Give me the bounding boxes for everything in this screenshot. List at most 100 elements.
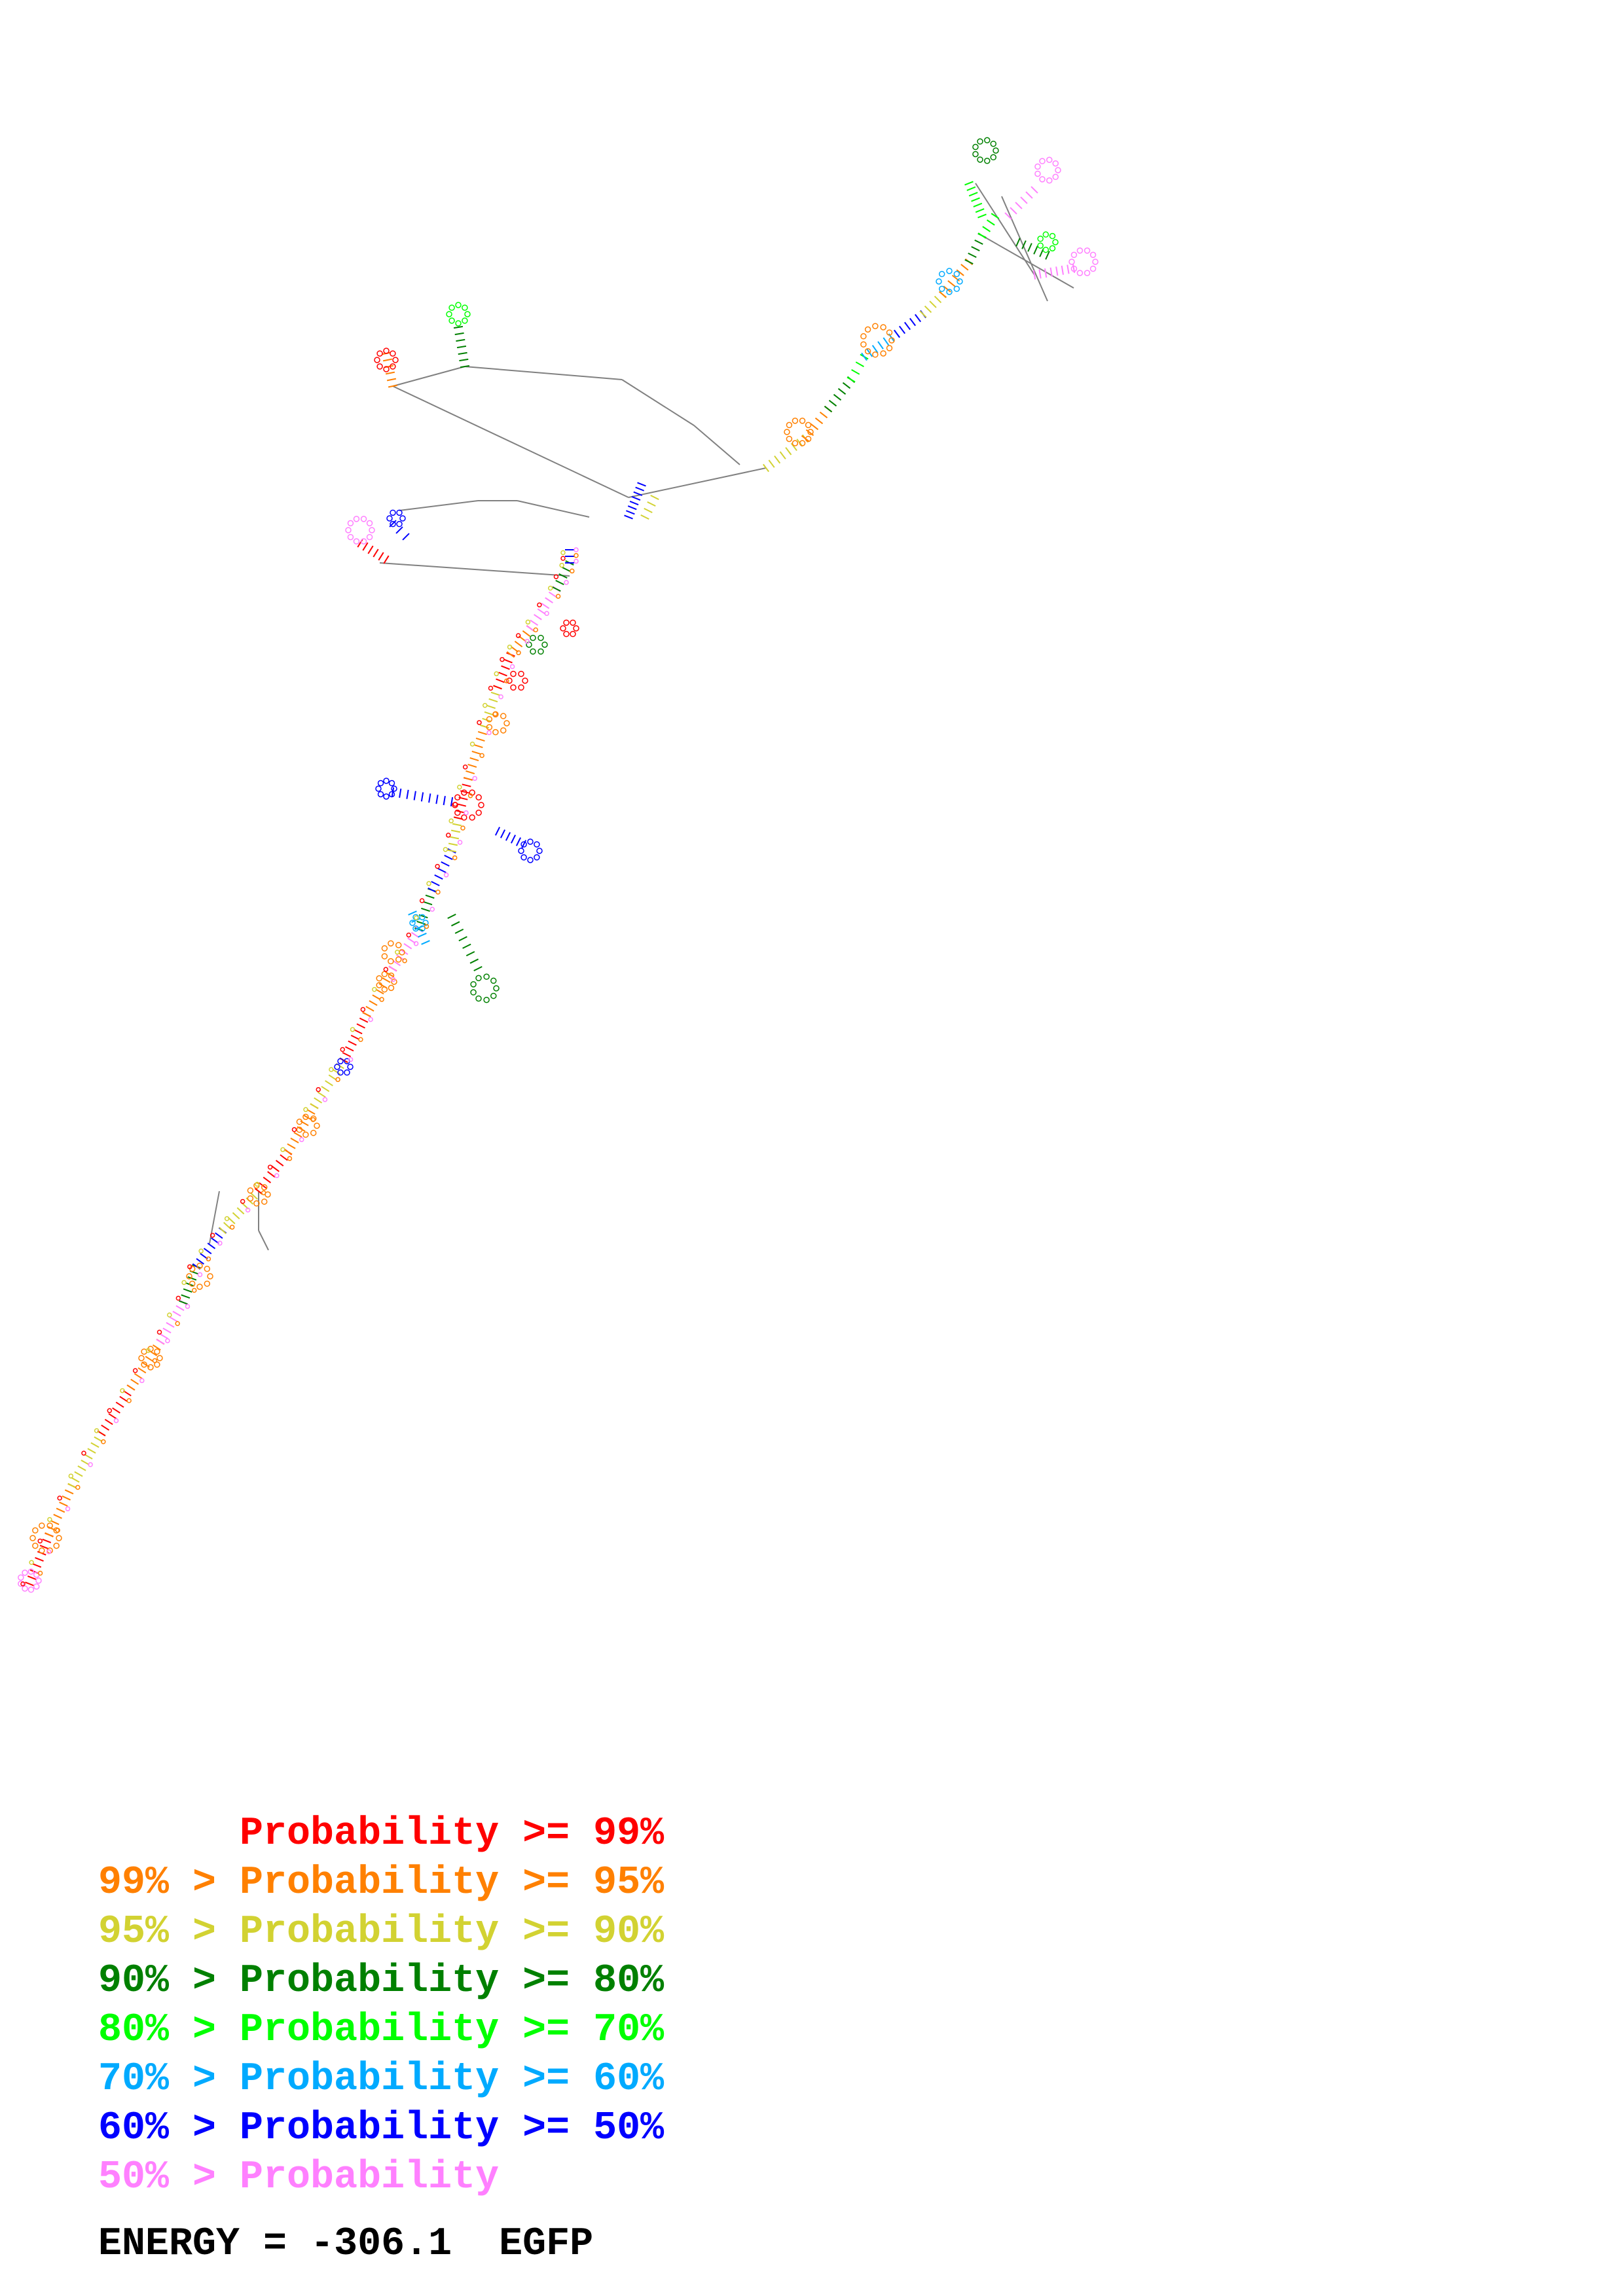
hairpin-loop	[518, 838, 543, 863]
nucleotide	[310, 1117, 316, 1122]
nucleotide	[360, 1007, 366, 1013]
nucleotide	[65, 1506, 71, 1512]
hairpin-loop	[560, 619, 579, 637]
helix-stem	[552, 560, 574, 592]
nucleotide	[555, 594, 561, 599]
hairpin-loop	[470, 973, 500, 1003]
nucleotide	[402, 958, 407, 963]
energy-label: ENERGY = -306.1 EGFP	[98, 2222, 593, 2267]
nucleotide	[20, 1581, 26, 1587]
helix-stem	[219, 1187, 263, 1234]
nucleotide	[191, 1287, 197, 1293]
nucleotide	[486, 730, 492, 736]
nucleotide	[88, 1462, 93, 1467]
nucleotide	[419, 898, 425, 903]
nucleotide	[507, 644, 513, 650]
nucleotide	[414, 915, 419, 921]
long-link	[981, 235, 1074, 289]
nucleotide	[564, 580, 569, 585]
backbone-lines	[209, 183, 1074, 1251]
helix-stem	[362, 965, 397, 1018]
helix-stem	[526, 586, 561, 632]
helix-stem	[310, 1057, 348, 1109]
nucleotide	[472, 776, 477, 781]
hairpin-loop	[936, 268, 963, 295]
nucleotide	[390, 977, 396, 982]
long-link	[464, 366, 623, 380]
hairpin-loop	[345, 516, 375, 545]
helix-stem	[357, 539, 390, 564]
nucleotide	[406, 932, 412, 938]
hairpin-loop	[381, 940, 405, 965]
helix-stem	[453, 777, 473, 820]
nucleotide	[329, 1067, 334, 1072]
hairpin-loop	[18, 1568, 42, 1593]
free-strand	[209, 1191, 220, 1244]
nucleotide	[515, 633, 521, 638]
nucleotide	[525, 619, 531, 625]
long-link	[517, 500, 590, 518]
nucleotide	[291, 1127, 297, 1132]
nucleotide	[197, 1272, 203, 1278]
helix-stem	[640, 494, 659, 520]
nucleotide	[316, 1086, 321, 1092]
nucleotide	[267, 1164, 273, 1170]
legend-row: 90% > Probability >= 80%	[98, 1959, 665, 2003]
helix-stem	[453, 325, 470, 368]
nucleotide	[217, 1240, 223, 1246]
nucleotide	[443, 872, 449, 878]
nucleotide	[287, 1156, 293, 1161]
nucleotide	[261, 1190, 266, 1196]
nucleotide	[145, 1348, 151, 1354]
nucleotide	[477, 720, 482, 725]
hairpin-loop	[784, 418, 814, 446]
hairpin-loop	[526, 634, 548, 655]
helix-stem	[824, 376, 856, 413]
nucleotide	[429, 906, 435, 912]
nucleotide	[457, 840, 463, 845]
nucleotide	[483, 702, 488, 708]
hairpin-loop	[409, 914, 429, 932]
helix-stem	[391, 787, 454, 807]
nucleotide	[460, 825, 465, 831]
nucleotide	[185, 1304, 191, 1309]
nucleotide	[340, 1047, 345, 1052]
nucleotide	[379, 997, 384, 1002]
nucleotide	[299, 1137, 304, 1142]
nucleotide	[560, 550, 566, 556]
hairpin-loop	[375, 778, 397, 800]
nucleotide	[452, 855, 458, 861]
nucleotide	[55, 1528, 60, 1533]
nucleotide	[372, 987, 377, 992]
nucleotide	[37, 1570, 43, 1576]
legend-row: Probability >= 99%	[98, 1812, 665, 1856]
hairpin-loop	[506, 670, 528, 691]
helix-stem	[447, 913, 483, 972]
nucleotide	[446, 833, 451, 838]
legend-row: 70% > Probability >= 60%	[98, 2057, 665, 2102]
nucleotide	[553, 574, 559, 579]
nucleotide	[81, 1450, 86, 1456]
nucleotide	[358, 1037, 363, 1042]
nucleotide	[335, 1077, 340, 1083]
nucleotide	[152, 1358, 158, 1363]
helix-stem	[964, 232, 987, 265]
nucleotide	[435, 863, 440, 869]
nucleotide	[47, 1516, 52, 1522]
legend-row: 50% > Probability	[98, 2155, 500, 2200]
nucleotide	[413, 941, 419, 946]
nucleotide	[175, 1321, 180, 1327]
hairpin-loop	[1037, 231, 1059, 253]
helix-stem	[388, 926, 424, 972]
nucleotide	[167, 1312, 172, 1318]
nucleotide	[509, 664, 515, 670]
rna-secondary-structure-diagram	[18, 137, 1099, 1593]
helix-stem	[283, 1103, 319, 1155]
nucleotide	[574, 547, 579, 552]
nucleotide	[107, 1408, 113, 1414]
nucleotide	[574, 552, 579, 558]
helix-stem	[156, 1299, 188, 1345]
nucleotide	[488, 685, 494, 691]
nucleotide	[435, 889, 441, 895]
long-link	[628, 467, 767, 498]
